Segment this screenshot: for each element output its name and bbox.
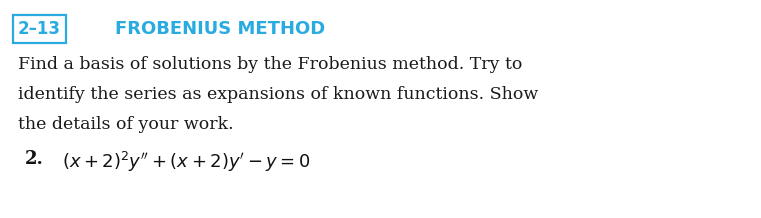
Text: 2.: 2.	[25, 150, 44, 168]
Text: identify the series as expansions of known functions. Show: identify the series as expansions of kno…	[18, 86, 538, 103]
Text: $(x + 2)^2y^{\prime\prime} + (x + 2)y^{\prime} - y = 0$: $(x + 2)^2y^{\prime\prime} + (x + 2)y^{\…	[62, 150, 310, 174]
Text: 2–13: 2–13	[18, 20, 61, 38]
Text: Find a basis of solutions by the Frobenius method. Try to: Find a basis of solutions by the Frobeni…	[18, 56, 522, 73]
Text: FROBENIUS METHOD: FROBENIUS METHOD	[115, 20, 325, 38]
Text: the details of your work.: the details of your work.	[18, 116, 234, 133]
